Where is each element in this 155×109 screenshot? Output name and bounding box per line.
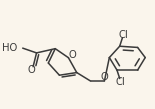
- Text: O: O: [68, 49, 76, 60]
- Text: O: O: [101, 72, 108, 82]
- Text: O: O: [28, 65, 36, 75]
- Text: Cl: Cl: [119, 30, 128, 40]
- Text: HO: HO: [2, 43, 17, 53]
- Text: Cl: Cl: [116, 77, 126, 87]
